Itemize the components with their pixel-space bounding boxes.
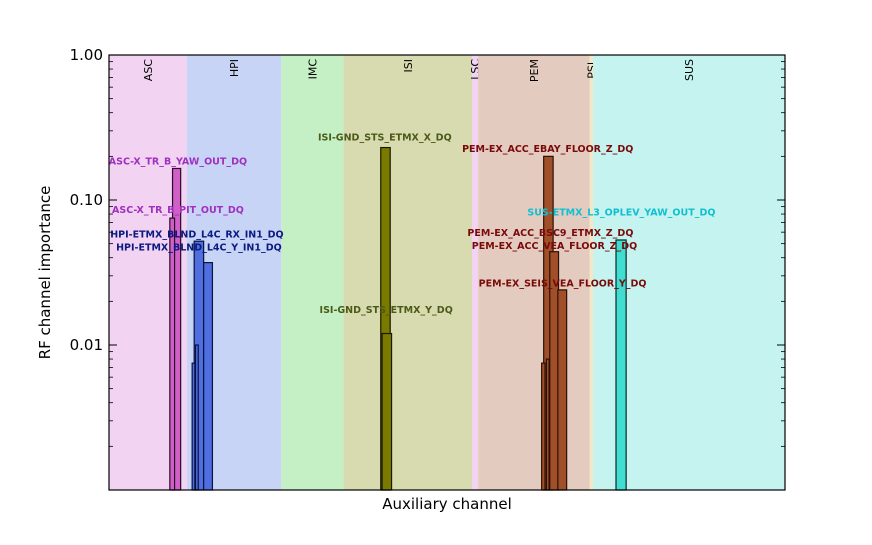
region-label-isi: ISI [402,59,415,72]
annotation-label: PEM-EX_ACC_VEA_FLOOR_Z_DQ [472,241,637,252]
bar-sus-0 [615,239,627,491]
region-imc [281,55,344,490]
bar-pem-4 [545,358,550,491]
bar-hpi-2 [191,362,196,491]
bar-isi-1 [381,332,393,491]
bar-pem-3 [541,362,546,491]
region-psl [589,55,594,490]
annotation-label: HPI-ETMX_BLND_L4C_RX_IN1_DQ [110,229,283,240]
annotation-label: PEM-EX_SEIS_VEA_FLOOR_Y_DQ [479,279,647,290]
bar-hpi-1 [203,262,214,491]
annotation-label: PEM-EX_ACC_BSC9_ETMX_Z_DQ [467,228,633,239]
region-label-sus: SUS [683,59,696,81]
annotation-label: ISI-GND_STS_ETMX_Y_DQ [320,305,453,316]
bar-asc-1 [169,217,176,491]
region-isi [343,55,473,490]
annotation-label: ASC-X_TR_B_YAW_OUT_DQ [109,156,247,167]
y-tick-label: 0.10 [70,191,103,209]
region-label-asc: ASC [142,59,155,82]
region-pem [478,55,590,490]
annotation-label: SUS-ETMX_L3_OPLEV_YAW_OUT_DQ [527,207,715,218]
channel-annotations: ASC-X_TR_B_YAW_OUT_DQ ASC-X_TR_B_PIT_OUT_… [109,132,716,315]
annotation-label: ISI-GND_STS_ETMX_X_DQ [318,132,452,143]
annotation-label: PEM-EX_ACC_EBAY_FLOOR_Z_DQ [462,144,633,155]
annotation-label: HPI-ETMX_BLND_L4C_Y_IN1_DQ [116,243,282,254]
y-axis-label: RF channel importance [36,186,54,360]
region-label-imc: IMC [306,59,319,80]
bar-hpi-3 [194,344,199,491]
plot-frame [108,54,786,491]
region-label-pem: PEM [528,59,541,82]
bar-pem-2 [557,289,568,491]
y-tick-label: 0.01 [70,336,103,354]
x-axis-label: Auxiliary channel [382,495,512,513]
region-label-hpi: HPI [228,59,241,77]
region-lsc [472,55,479,490]
y-axis-ticks: 1.00 0.10 0.01 [70,46,785,447]
y-tick-label: 1.00 [70,46,103,64]
annotation-label: ASC-X_TR_B_PIT_OUT_DQ [112,205,244,216]
